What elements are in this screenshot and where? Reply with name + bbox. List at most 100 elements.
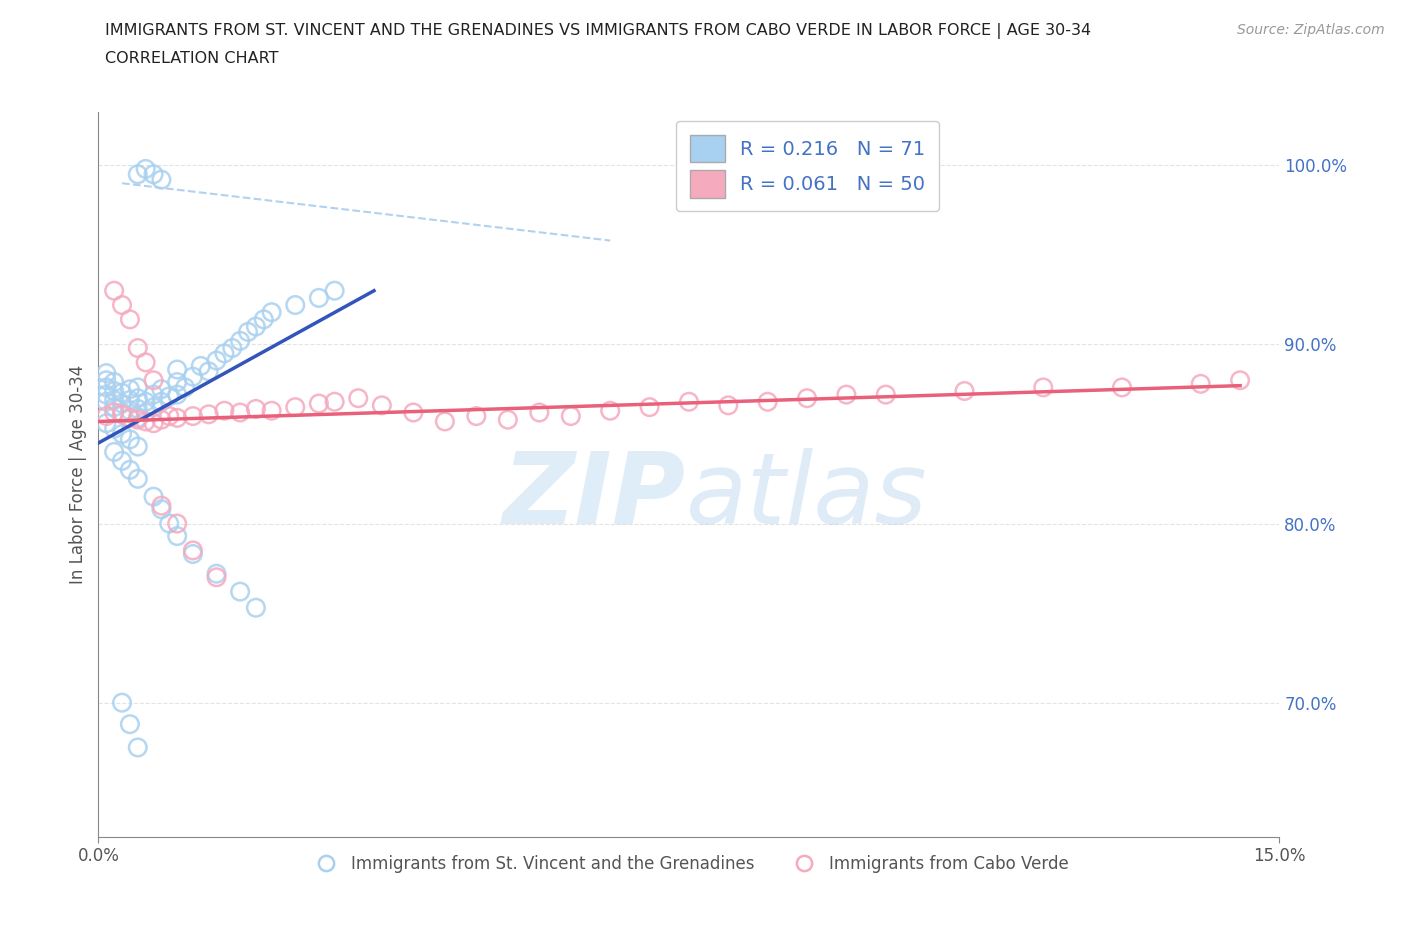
Point — [308, 290, 330, 305]
Point — [229, 334, 252, 349]
Text: Source: ZipAtlas.com: Source: ZipAtlas.com — [1237, 23, 1385, 37]
Point — [181, 408, 204, 423]
Point — [221, 340, 243, 355]
Point — [875, 387, 897, 402]
Point — [371, 398, 394, 413]
Point — [96, 380, 118, 395]
Point — [205, 353, 228, 368]
Point — [323, 394, 346, 409]
Point — [1032, 380, 1054, 395]
Point — [103, 383, 125, 398]
Point — [142, 400, 165, 415]
Point — [197, 406, 219, 421]
Point — [599, 404, 621, 418]
Point — [150, 172, 173, 187]
Point — [260, 305, 283, 320]
Point — [150, 394, 173, 409]
Text: CORRELATION CHART: CORRELATION CHART — [105, 51, 278, 66]
Point — [323, 284, 346, 299]
Point — [560, 408, 582, 423]
Point — [135, 405, 157, 420]
Point — [118, 312, 141, 326]
Point — [402, 405, 425, 420]
Point — [118, 392, 141, 407]
Point — [127, 412, 149, 427]
Point — [127, 439, 149, 454]
Point — [111, 454, 134, 469]
Point — [529, 405, 551, 420]
Point — [253, 312, 276, 326]
Point — [181, 369, 204, 384]
Point — [111, 406, 134, 421]
Point — [135, 414, 157, 429]
Point — [796, 391, 818, 405]
Point — [1229, 373, 1251, 388]
Point — [96, 365, 118, 380]
Point — [214, 346, 236, 361]
Point — [190, 358, 212, 373]
Point — [181, 543, 204, 558]
Point — [433, 414, 456, 429]
Point — [150, 502, 173, 517]
Point — [229, 405, 252, 420]
Point — [638, 400, 661, 415]
Point — [174, 380, 197, 395]
Point — [111, 696, 134, 711]
Point — [118, 432, 141, 446]
Point — [214, 404, 236, 418]
Point — [142, 166, 165, 181]
Point — [111, 405, 134, 420]
Point — [205, 566, 228, 581]
Point — [127, 740, 149, 755]
Point — [103, 375, 125, 390]
Point — [142, 416, 165, 431]
Point — [127, 410, 149, 425]
Point — [103, 284, 125, 299]
Point — [166, 410, 188, 425]
Point — [111, 396, 134, 411]
Text: atlas: atlas — [686, 447, 928, 545]
Point — [465, 408, 488, 423]
Point — [127, 391, 149, 405]
Point — [118, 404, 141, 418]
Point — [260, 404, 283, 418]
Point — [245, 319, 267, 334]
Point — [236, 325, 259, 339]
Point — [245, 600, 267, 615]
Point — [96, 408, 118, 423]
Point — [135, 355, 157, 370]
Point — [96, 387, 118, 402]
Point — [157, 516, 180, 531]
Point — [308, 396, 330, 411]
Point — [111, 298, 134, 312]
Point — [229, 584, 252, 599]
Point — [103, 445, 125, 459]
Legend: Immigrants from St. Vincent and the Grenadines, Immigrants from Cabo Verde: Immigrants from St. Vincent and the Gren… — [302, 848, 1076, 880]
Text: ZIP: ZIP — [503, 447, 686, 545]
Point — [284, 298, 307, 312]
Point — [166, 516, 188, 531]
Point — [103, 421, 125, 436]
Point — [142, 387, 165, 402]
Y-axis label: In Labor Force | Age 30-34: In Labor Force | Age 30-34 — [69, 365, 87, 584]
Point — [103, 392, 125, 407]
Point — [835, 387, 858, 402]
Point — [96, 394, 118, 409]
Point — [103, 405, 125, 420]
Point — [111, 427, 134, 442]
Point — [150, 412, 173, 427]
Point — [96, 416, 118, 431]
Point — [118, 717, 141, 732]
Point — [166, 528, 188, 543]
Point — [678, 394, 700, 409]
Point — [142, 373, 165, 388]
Point — [96, 373, 118, 388]
Point — [111, 385, 134, 400]
Point — [127, 340, 149, 355]
Point — [284, 400, 307, 415]
Point — [717, 398, 740, 413]
Point — [142, 489, 165, 504]
Point — [1189, 377, 1212, 392]
Point — [103, 400, 125, 415]
Point — [127, 472, 149, 486]
